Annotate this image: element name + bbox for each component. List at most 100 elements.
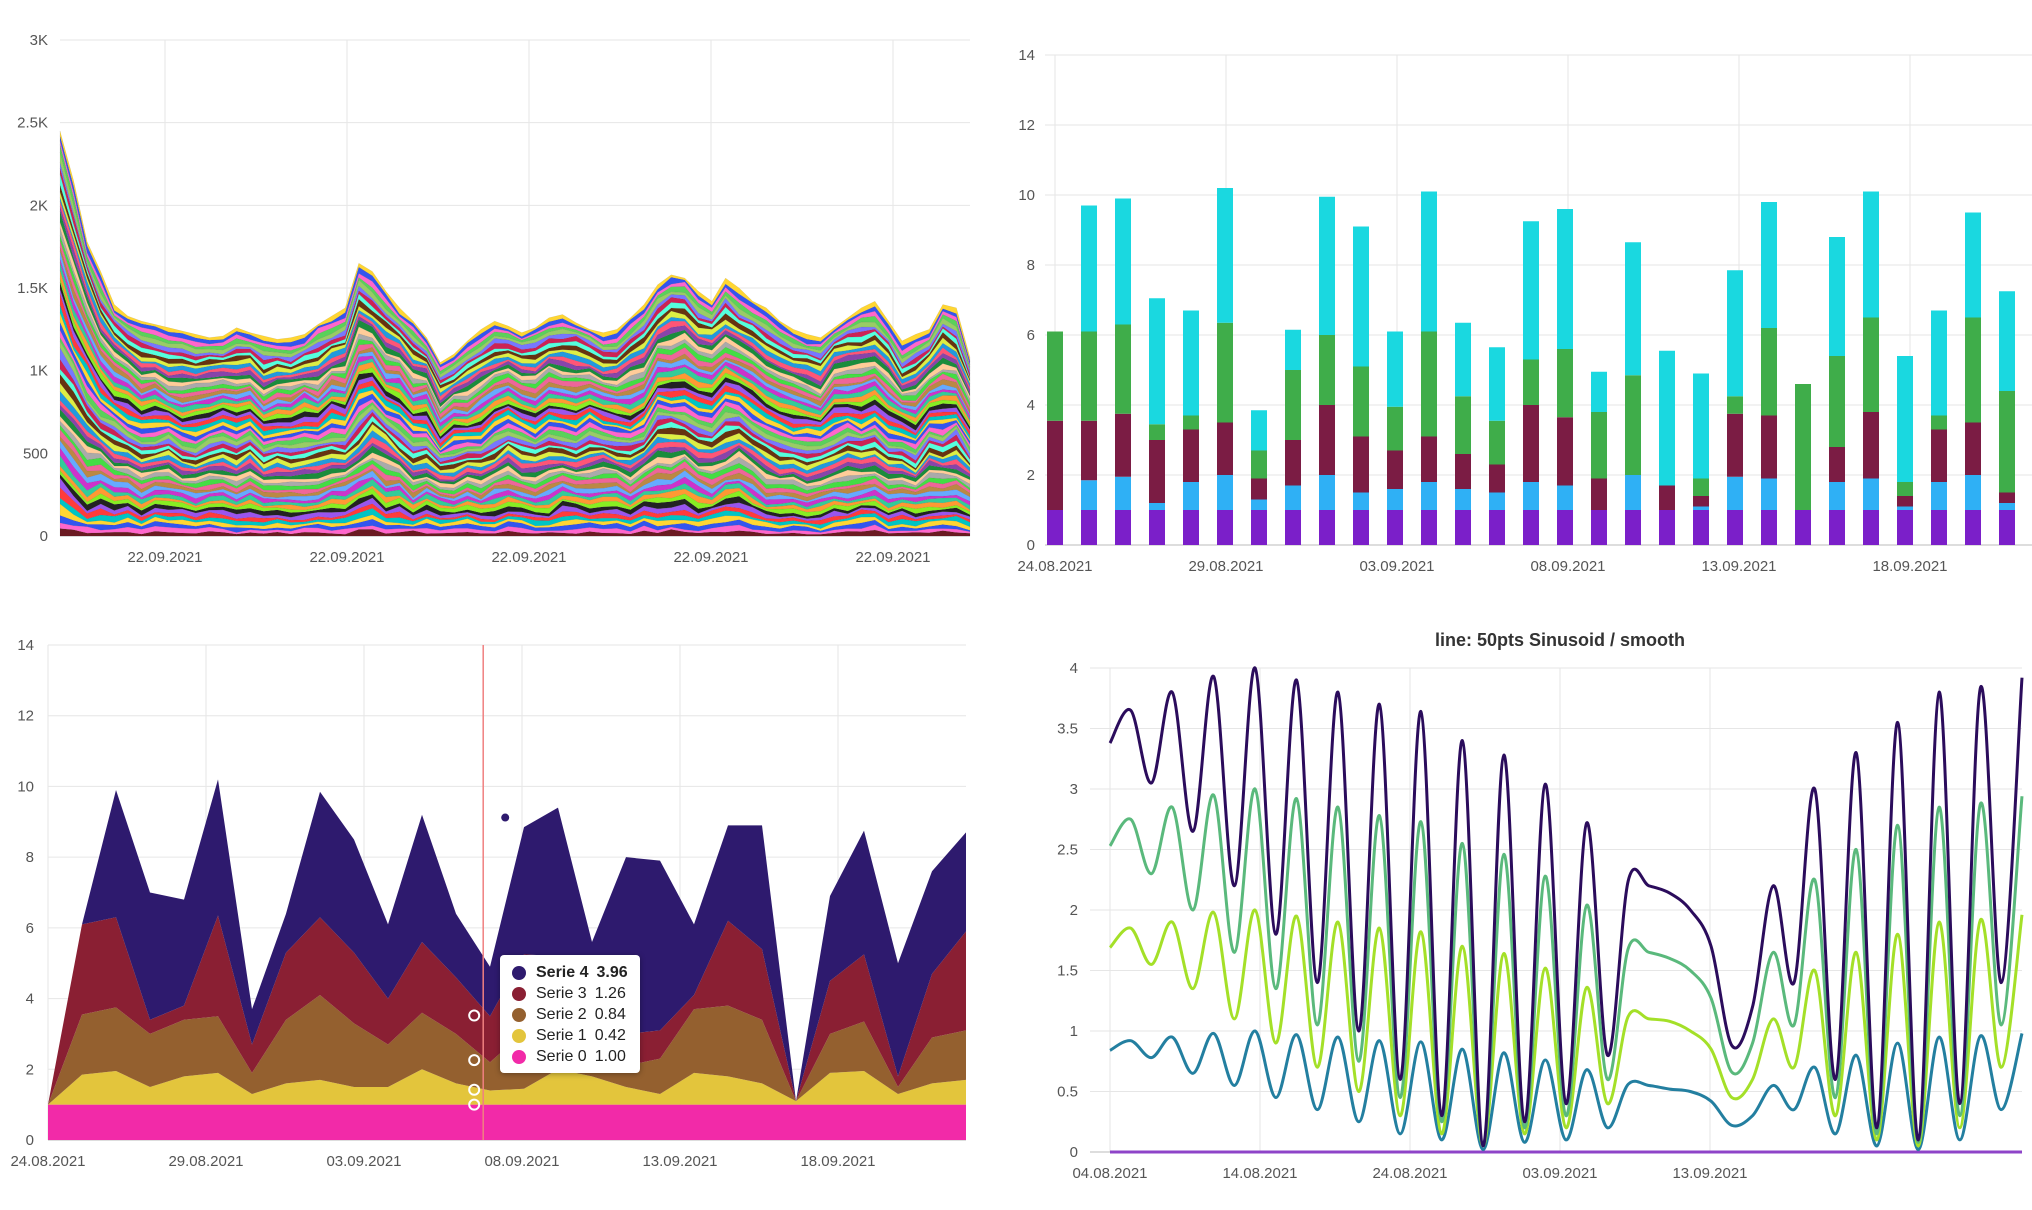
bar-segment [1693, 510, 1709, 545]
y-tick-label: 6 [1027, 327, 1035, 344]
series-line [1108, 787, 2024, 1148]
tooltip-swatch [512, 986, 526, 1001]
area-band [48, 1104, 966, 1140]
bar-segment [1897, 482, 1913, 496]
bar-segment [1285, 440, 1301, 486]
bar-segment [1149, 440, 1165, 503]
y-tick-label: 12 [1018, 117, 1035, 134]
stream-layer [59, 424, 971, 495]
bar-segment [1829, 447, 1845, 482]
bar-segment [1761, 415, 1777, 479]
bar-segment [1115, 198, 1131, 325]
bar-segment [1115, 413, 1131, 477]
sinusoid-line-chart[interactable]: line: 50pts Sinusoid / smooth 0 0.5 1 1.5 2 2.… [1000, 600, 2032, 1205]
y-tick-label: 2 [1027, 467, 1035, 484]
y-tick-label: 3.5 [1057, 721, 1078, 738]
stream-layer [59, 473, 971, 519]
bar-segment [1353, 436, 1369, 493]
bar-segment [1761, 202, 1777, 328]
bar-segment [1319, 196, 1335, 335]
bar-segment [1455, 489, 1471, 510]
bar-segment [1965, 317, 1981, 423]
bar-segment [1557, 510, 1573, 545]
bar-segment [1047, 420, 1063, 510]
bar-segment [1999, 503, 2015, 510]
x-tick-label: 03.09.2021 [326, 1153, 401, 1170]
bar-segment [1897, 506, 1913, 510]
x-tick-label: 03.09.2021 [1359, 558, 1434, 575]
area-band [48, 1069, 966, 1105]
x-tick-label: 13.09.2021 [642, 1153, 717, 1170]
bar-segment [1625, 242, 1641, 376]
stream-layer [59, 210, 971, 408]
bar-segment [1251, 499, 1267, 510]
bar-segment [1829, 237, 1845, 356]
hover-marker [468, 1098, 481, 1111]
tooltip-row: Serie 0 1.00 [512, 1046, 628, 1067]
bar-segment [1217, 188, 1233, 323]
stream-chart[interactable]: 0 500 1K 1.5K 2K 2.5K 3K 22.09.2021 22.09.2021 22… [0, 0, 1000, 590]
bar-segment [1149, 510, 1165, 545]
x-tick-label: 03.09.2021 [1522, 1165, 1597, 1182]
y-tick-label: 4 [1027, 397, 1035, 414]
x-tick-label: 29.08.2021 [168, 1153, 243, 1170]
bar-segment [1489, 510, 1505, 545]
bar-segment [1965, 510, 1981, 545]
bar-segment [1251, 510, 1267, 545]
tooltip-swatch [512, 1007, 526, 1022]
y-tick-label: 10 [17, 778, 34, 795]
y-tick-label: 2K [30, 197, 48, 214]
stream-chart-panel: 0 500 1K 1.5K 2K 2.5K 3K 22.09.2021 22.09.2021 22… [0, 0, 1000, 590]
bar-segment [1183, 429, 1199, 482]
bar-segment [1489, 420, 1505, 465]
x-tick-label: 22.09.2021 [127, 549, 202, 566]
x-tick-label: 04.08.2021 [1072, 1165, 1147, 1182]
stacked-area-chart[interactable]: 0 2 4 6 8 10 12 14 24.08.2021 29.08.2021 03.09.202… [0, 600, 1000, 1205]
bar-segment [1285, 370, 1301, 440]
y-tick-label: 8 [26, 849, 34, 866]
bar-segment [1319, 405, 1335, 475]
bar-segment [1523, 359, 1539, 405]
bar-segment [1115, 476, 1131, 510]
stacked-bar-chart[interactable]: 0 2 4 6 8 10 12 14 24.08.2021 29.08.2021 03.09.202… [1000, 0, 2032, 600]
chart-title: line: 50pts Sinusoid / smooth [1435, 630, 1685, 650]
tooltip-swatch [512, 1049, 526, 1064]
y-tick-label: 2 [26, 1061, 34, 1078]
bar-segment [1591, 412, 1607, 479]
y-tick-label: 0 [26, 1132, 34, 1149]
series-line [1108, 908, 2024, 1148]
bar-segment [1727, 396, 1743, 414]
bar-segment [1149, 298, 1165, 425]
stream-layer [59, 227, 971, 413]
bar-segment [1183, 482, 1199, 510]
bar-segment [1863, 412, 1879, 479]
bar-segment [1081, 510, 1097, 545]
bar-segment [1523, 221, 1539, 360]
x-tick-label: 24.08.2021 [1017, 558, 1092, 575]
bar-segment [1557, 209, 1573, 349]
bar-segment [1115, 324, 1131, 414]
bar-segment [1353, 366, 1369, 437]
stream-layer [59, 404, 971, 482]
x-tick-label: 14.08.2021 [1222, 1165, 1297, 1182]
bar-segment [1047, 510, 1063, 545]
stream-layer [59, 167, 971, 384]
y-tick-label: 1.5 [1057, 963, 1078, 980]
bar-segment [1659, 510, 1675, 545]
bar-segment [1387, 406, 1403, 451]
bar-segment [1523, 510, 1539, 545]
y-tick-label: 0 [40, 528, 48, 545]
tooltip-row: Serie 4 3.96 [512, 962, 628, 983]
bar-segment [1319, 510, 1335, 545]
y-tick-label: 3 [1070, 781, 1078, 798]
bar-segment [1727, 476, 1743, 510]
bar-segment [1489, 347, 1505, 421]
bar-segment [1149, 424, 1165, 440]
bar-segment [1659, 350, 1675, 486]
hover-marker [468, 1009, 481, 1022]
stream-layer [59, 503, 971, 531]
y-tick-label: 0 [1027, 537, 1035, 554]
y-tick-label: 12 [17, 708, 34, 725]
bar-segment [1557, 485, 1573, 510]
bar-segment [1863, 478, 1879, 510]
